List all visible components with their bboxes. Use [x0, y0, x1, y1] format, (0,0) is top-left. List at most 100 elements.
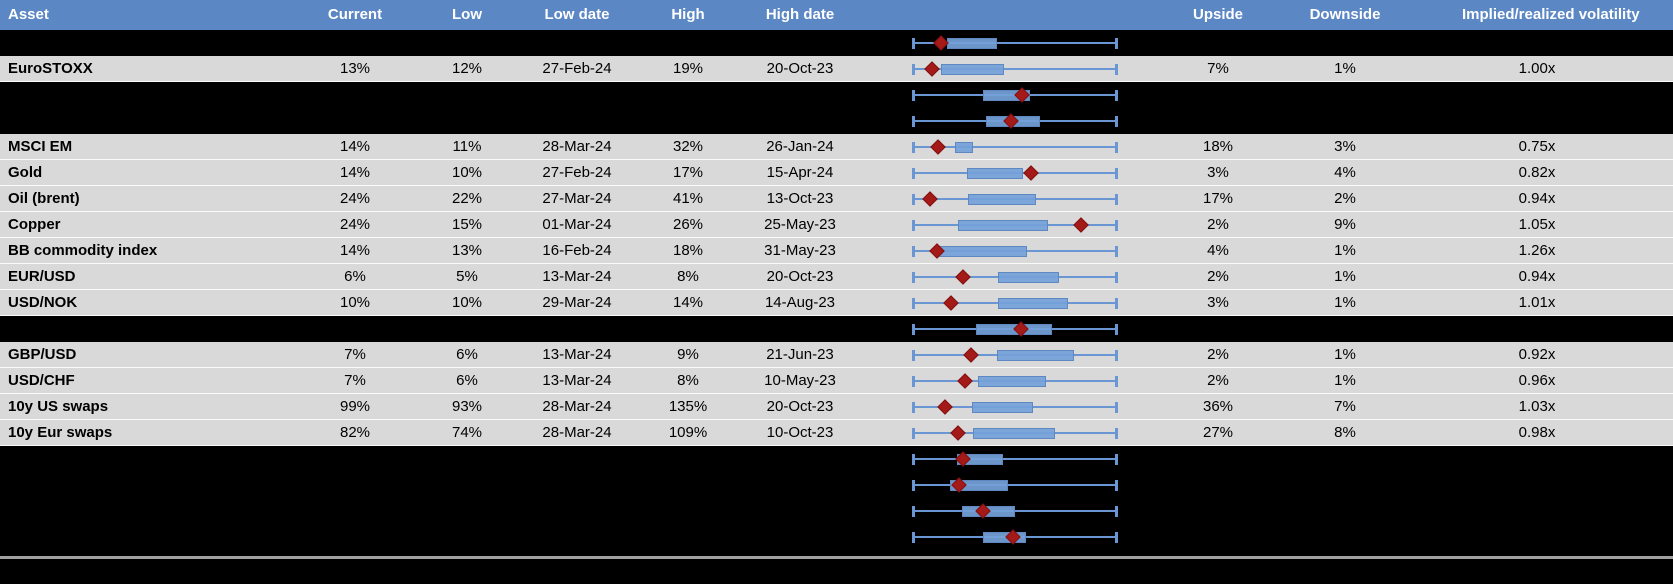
asset-name-cell: MSCI EM: [8, 138, 73, 155]
asset-name-cell: Copper: [8, 216, 61, 233]
high-date-cell: [735, 82, 865, 108]
column-header-low: Low: [452, 6, 482, 23]
high-date-cell: [735, 472, 865, 498]
high-date-cell: [735, 108, 865, 134]
downside-cell: 7%: [1334, 398, 1356, 415]
asset-name-cell: GBP/USD: [8, 346, 77, 363]
range-boxplot: [912, 238, 1118, 264]
whisker-cap-right: [1115, 323, 1118, 335]
whisker-cap-left: [912, 453, 915, 465]
current-cell: [300, 498, 410, 524]
upside-cell: 3%: [1207, 294, 1229, 311]
whisker-cap-left: [912, 193, 915, 205]
low-date-cell: 13-Mar-24: [542, 372, 612, 389]
inner-range-box: [977, 375, 1046, 387]
table-row: [0, 472, 1673, 498]
implied-realized-volatility-cell: [1462, 472, 1612, 498]
high-cell: [633, 82, 743, 108]
implied-realized-volatility-cell: 1.03x: [1518, 398, 1556, 415]
high-date-cell: 26-Jan-24: [766, 138, 834, 155]
current-cell: 14%: [339, 164, 371, 181]
column-header-implied-realized-volatility: Implied/realized volatility: [1462, 6, 1640, 23]
upside-cell: 2%: [1207, 268, 1229, 285]
whisker-cap-left: [912, 479, 915, 491]
table-row: Oil (brent) 24% 22% 27-Mar-24 41% 13-Oct…: [0, 186, 1673, 212]
low-cell: 15%: [451, 216, 483, 233]
range-boxplot: [912, 264, 1118, 290]
current-cell: [300, 108, 410, 134]
range-boxplot: [912, 342, 1118, 368]
column-header-low-date: Low date: [544, 6, 610, 23]
table-row: EUR/USD 6% 5% 13-Mar-24 8% 20-Oct-23 2% …: [0, 264, 1673, 290]
whisker-cap-right: [1115, 63, 1118, 75]
inner-range-box: [940, 63, 1005, 75]
table-row: Gold 14% 10% 27-Feb-24 17% 15-Apr-24 3% …: [0, 160, 1673, 186]
footer-separator: [0, 556, 1673, 559]
downside-cell: [1290, 108, 1400, 134]
upside-cell: [1163, 30, 1273, 56]
upside-cell: [1163, 316, 1273, 342]
range-boxplot: [912, 524, 1118, 550]
column-header-upside: Upside: [1192, 6, 1243, 23]
whisker-cap-left: [912, 505, 915, 517]
high-cell: [633, 498, 743, 524]
asset-name-cell: [0, 472, 308, 498]
low-cell: [412, 316, 522, 342]
current-cell: [300, 446, 410, 472]
whisker-cap-left: [912, 349, 915, 361]
low-cell: 6%: [456, 372, 478, 389]
inner-range-box: [939, 245, 1027, 257]
asset-name-cell: [0, 108, 308, 134]
column-header-asset: Asset: [8, 6, 49, 23]
whisker-cap-left: [912, 219, 915, 231]
high-cell: 14%: [672, 294, 704, 311]
high-date-cell: 14-Aug-23: [764, 294, 836, 311]
whisker-cap-left: [912, 37, 915, 49]
implied-realized-volatility-cell: [1462, 446, 1612, 472]
asset-name-cell: USD/CHF: [8, 372, 75, 389]
upside-cell: 7%: [1207, 60, 1229, 77]
whisker-cap-left: [912, 89, 915, 101]
current-cell: [300, 82, 410, 108]
whisker-cap-right: [1115, 245, 1118, 257]
asset-name-cell: Oil (brent): [8, 190, 80, 207]
high-date-cell: 10-May-23: [764, 372, 836, 389]
high-cell: 18%: [672, 242, 704, 259]
whisker-cap-right: [1115, 453, 1118, 465]
upside-cell: 4%: [1207, 242, 1229, 259]
downside-cell: 3%: [1334, 138, 1356, 155]
asset-name-cell: BB commodity index: [8, 242, 158, 259]
column-header-high-date: High date: [765, 6, 835, 23]
column-header-high: High: [671, 6, 705, 23]
high-cell: [633, 446, 743, 472]
table-row: USD/NOK 10% 10% 29-Mar-24 14% 14-Aug-23 …: [0, 290, 1673, 316]
whisker-line: [913, 510, 1117, 512]
current-cell: 14%: [339, 242, 371, 259]
whisker-line: [913, 458, 1117, 460]
table-row: [0, 108, 1673, 134]
range-boxplot: [912, 498, 1118, 524]
table-row: USD/CHF 7% 6% 13-Mar-24 8% 10-May-23 2% …: [0, 368, 1673, 394]
high-cell: 26%: [672, 216, 704, 233]
current-cell: 7%: [344, 372, 366, 389]
low-cell: [412, 30, 522, 56]
upside-cell: 2%: [1207, 346, 1229, 363]
whisker-cap-right: [1115, 427, 1118, 439]
low-date-cell: 28-Mar-24: [542, 138, 612, 155]
implied-realized-volatility-cell: 1.00x: [1518, 60, 1556, 77]
whisker-cap-right: [1115, 297, 1118, 309]
table-row: EuroSTOXX 13% 12% 27-Feb-24 19% 20-Oct-2…: [0, 56, 1673, 82]
implied-realized-volatility-cell: 0.94x: [1518, 268, 1556, 285]
range-boxplot: [912, 30, 1118, 56]
diamond-marker-icon: [937, 399, 953, 415]
diamond-marker-icon: [1022, 165, 1039, 181]
downside-cell: 1%: [1334, 294, 1356, 311]
downside-cell: 1%: [1334, 372, 1356, 389]
implied-realized-volatility-cell: [1462, 498, 1612, 524]
whisker-cap-left: [912, 375, 915, 387]
current-cell: 24%: [339, 190, 371, 207]
range-boxplot: [912, 394, 1118, 420]
asset-name-cell: EUR/USD: [8, 268, 76, 285]
low-date-cell: 13-Mar-24: [542, 268, 612, 285]
downside-cell: 1%: [1334, 346, 1356, 363]
